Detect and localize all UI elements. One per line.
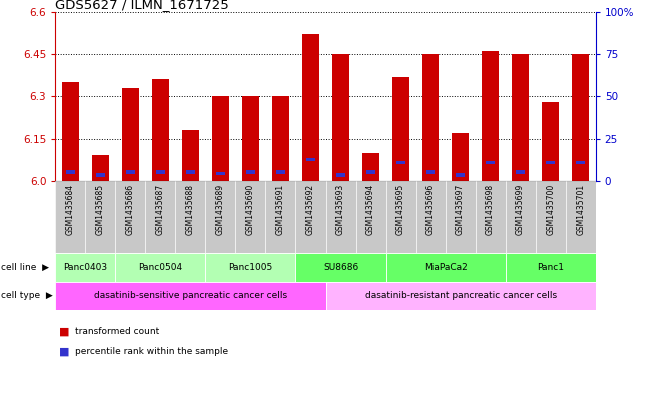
- Bar: [486, 160, 495, 164]
- Bar: [396, 160, 405, 164]
- Text: GSM1435695: GSM1435695: [396, 184, 405, 235]
- Bar: [385, 181, 415, 253]
- Text: dasatinib-sensitive pancreatic cancer cells: dasatinib-sensitive pancreatic cancer ce…: [94, 292, 287, 300]
- Text: GSM1435691: GSM1435691: [276, 184, 285, 235]
- Bar: [355, 181, 385, 253]
- Bar: [445, 181, 476, 253]
- Bar: [242, 96, 258, 181]
- Text: GSM1435687: GSM1435687: [156, 184, 165, 235]
- Text: GSM1435694: GSM1435694: [366, 184, 375, 235]
- Bar: [422, 54, 439, 181]
- Bar: [92, 155, 109, 181]
- Text: GSM1435700: GSM1435700: [546, 184, 555, 235]
- Bar: [456, 173, 465, 176]
- Text: GSM1435696: GSM1435696: [426, 184, 435, 235]
- Text: GSM1435685: GSM1435685: [96, 184, 105, 235]
- Bar: [212, 96, 229, 181]
- Bar: [326, 282, 596, 310]
- Text: ■: ■: [59, 346, 69, 356]
- Bar: [145, 181, 175, 253]
- Bar: [62, 82, 79, 181]
- Bar: [506, 253, 596, 282]
- Text: SU8686: SU8686: [323, 263, 358, 272]
- Bar: [85, 181, 115, 253]
- Bar: [512, 54, 529, 181]
- Bar: [96, 173, 105, 176]
- Bar: [306, 158, 315, 161]
- Bar: [246, 170, 255, 174]
- Bar: [393, 77, 409, 181]
- Bar: [186, 170, 195, 174]
- Bar: [122, 88, 139, 181]
- Text: GSM1435688: GSM1435688: [186, 184, 195, 235]
- Bar: [426, 170, 435, 174]
- Text: GSM1435693: GSM1435693: [336, 184, 345, 235]
- Bar: [55, 282, 325, 310]
- Text: GSM1435698: GSM1435698: [486, 184, 495, 235]
- Bar: [216, 172, 225, 175]
- Text: Panc0403: Panc0403: [63, 263, 107, 272]
- Text: Panc0504: Panc0504: [138, 263, 182, 272]
- Bar: [66, 170, 75, 174]
- Bar: [296, 253, 385, 282]
- Text: cell line  ▶: cell line ▶: [1, 263, 49, 272]
- Bar: [542, 102, 559, 181]
- Bar: [115, 181, 145, 253]
- Text: ■: ■: [59, 327, 69, 337]
- Bar: [236, 181, 266, 253]
- Bar: [326, 181, 355, 253]
- Text: GSM1435692: GSM1435692: [306, 184, 315, 235]
- Text: GSM1435686: GSM1435686: [126, 184, 135, 235]
- Bar: [362, 152, 379, 181]
- Bar: [272, 96, 289, 181]
- Bar: [152, 79, 169, 181]
- Text: Panc1005: Panc1005: [229, 263, 273, 272]
- Bar: [415, 181, 445, 253]
- Text: GSM1435699: GSM1435699: [516, 184, 525, 235]
- Bar: [566, 181, 596, 253]
- Bar: [506, 181, 536, 253]
- Text: GSM1435684: GSM1435684: [66, 184, 75, 235]
- Bar: [576, 160, 585, 164]
- Bar: [452, 133, 469, 181]
- Bar: [55, 253, 115, 282]
- Text: cell type  ▶: cell type ▶: [1, 292, 52, 300]
- Text: GSM1435689: GSM1435689: [216, 184, 225, 235]
- Bar: [156, 170, 165, 174]
- Text: GSM1435697: GSM1435697: [456, 184, 465, 235]
- Bar: [55, 181, 85, 253]
- Text: dasatinib-resistant pancreatic cancer cells: dasatinib-resistant pancreatic cancer ce…: [365, 292, 557, 300]
- Text: transformed count: transformed count: [75, 327, 159, 336]
- Bar: [276, 170, 285, 174]
- Text: GDS5627 / ILMN_1671725: GDS5627 / ILMN_1671725: [55, 0, 229, 11]
- Bar: [115, 253, 206, 282]
- Bar: [182, 130, 199, 181]
- Bar: [482, 51, 499, 181]
- Bar: [385, 253, 506, 282]
- Bar: [536, 181, 566, 253]
- Text: GSM1435690: GSM1435690: [246, 184, 255, 235]
- Bar: [546, 160, 555, 164]
- Bar: [126, 170, 135, 174]
- Bar: [266, 181, 296, 253]
- Text: percentile rank within the sample: percentile rank within the sample: [75, 347, 228, 356]
- Bar: [302, 34, 319, 181]
- Bar: [572, 54, 589, 181]
- Bar: [332, 54, 349, 181]
- Bar: [476, 181, 506, 253]
- Bar: [206, 181, 236, 253]
- Bar: [336, 173, 345, 176]
- Text: Panc1: Panc1: [537, 263, 564, 272]
- Bar: [296, 181, 326, 253]
- Bar: [366, 170, 375, 174]
- Text: MiaPaCa2: MiaPaCa2: [424, 263, 467, 272]
- Text: GSM1435701: GSM1435701: [576, 184, 585, 235]
- Bar: [516, 170, 525, 174]
- Bar: [175, 181, 206, 253]
- Bar: [206, 253, 296, 282]
